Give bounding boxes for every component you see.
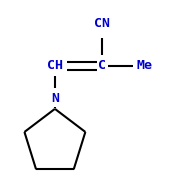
Text: N: N [51, 92, 59, 105]
Text: C: C [98, 59, 107, 72]
Text: CH: CH [47, 59, 63, 72]
Text: CN: CN [94, 17, 111, 30]
Text: Me: Me [137, 59, 153, 72]
